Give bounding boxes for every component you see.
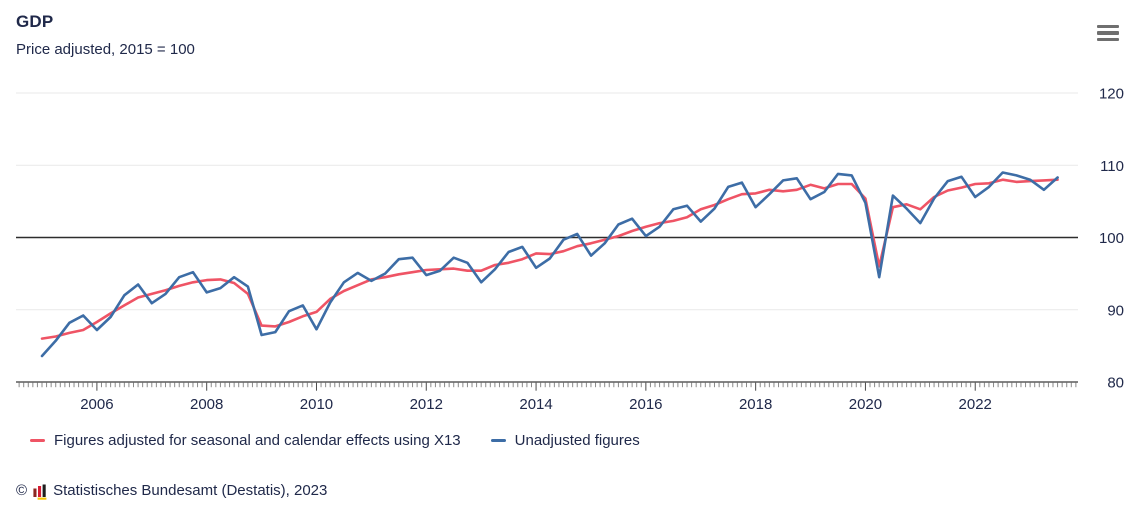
y-axis-label: 120 bbox=[1099, 86, 1124, 103]
x-axis-label: 2020 bbox=[849, 396, 882, 413]
legend-item-adjusted[interactable]: Figures adjusted for seasonal and calend… bbox=[30, 432, 461, 449]
source-text: Statistisches Bundesamt (Destatis), 2023 bbox=[53, 482, 328, 499]
legend-label-unadjusted: Unadjusted figures bbox=[514, 432, 640, 449]
chart-subtitle: Price adjusted, 2015 = 100 bbox=[16, 41, 195, 58]
x-axis-label: 2014 bbox=[519, 396, 552, 413]
legend-label-adjusted: Figures adjusted for seasonal and calend… bbox=[54, 432, 461, 449]
unadjusted-series-swatch-icon bbox=[490, 438, 506, 443]
page-title: GDP bbox=[16, 12, 54, 31]
y-axis-label: 100 bbox=[1099, 230, 1124, 247]
hamburger-menu-icon[interactable] bbox=[1097, 23, 1121, 43]
destatis-bar-chart-logo-icon bbox=[33, 484, 47, 500]
x-axis-label: 2010 bbox=[300, 396, 333, 413]
y-axis-label: 110 bbox=[1100, 158, 1124, 175]
x-axis-label: 2022 bbox=[959, 396, 992, 413]
chart-legend: Figures adjusted for seasonal and calend… bbox=[30, 432, 640, 449]
menu-bar bbox=[1097, 31, 1119, 35]
x-axis-label: 2018 bbox=[739, 396, 772, 413]
x-axis-label: 2006 bbox=[80, 396, 113, 413]
copyright-symbol: © bbox=[16, 482, 28, 499]
y-axis-label: 90 bbox=[1107, 302, 1124, 319]
legend-item-unadjusted[interactable]: Unadjusted figures bbox=[490, 432, 640, 449]
adjusted-series-swatch-icon bbox=[30, 438, 45, 443]
x-axis-label: 2016 bbox=[629, 396, 662, 413]
x-axis-label: 2008 bbox=[190, 396, 223, 413]
x-axis-label: 2012 bbox=[410, 396, 443, 413]
menu-bar bbox=[1097, 24, 1119, 29]
y-axis-label: 80 bbox=[1107, 375, 1124, 392]
menu-bar bbox=[1097, 37, 1119, 42]
source-attribution: © Statistisches Bundesamt (Destatis), 20… bbox=[16, 482, 328, 500]
unadjusted-series-line[interactable] bbox=[40, 171, 1059, 358]
